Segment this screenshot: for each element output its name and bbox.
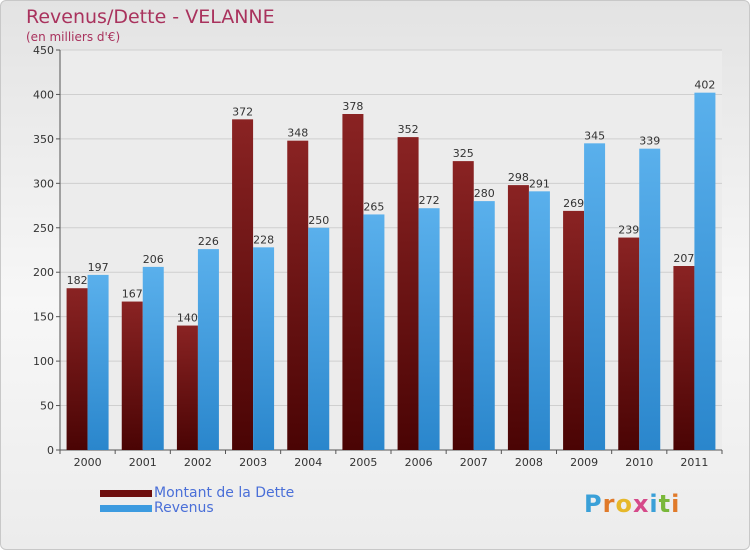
bar-dette — [176, 325, 198, 450]
data-label-revenus: 228 — [253, 233, 274, 246]
data-label-revenus: 250 — [308, 214, 329, 227]
bar-revenus — [142, 266, 164, 450]
legend-label-dette: Montant de la Dette — [154, 485, 295, 501]
bar-dette — [452, 161, 474, 450]
y-tick-label: 150 — [33, 311, 54, 324]
data-label-dette: 298 — [508, 171, 529, 184]
bar-dette — [232, 119, 254, 450]
legend-swatch-revenus — [100, 505, 152, 512]
y-tick-label: 400 — [33, 88, 54, 101]
logo-letter: t — [658, 490, 672, 518]
y-tick-label: 350 — [33, 133, 54, 146]
y-tick-label: 450 — [33, 44, 54, 57]
data-label-revenus: 339 — [639, 135, 660, 148]
bar-dette — [618, 237, 640, 450]
data-label-revenus: 226 — [198, 235, 219, 248]
bar-dette — [397, 137, 419, 450]
y-tick-label: 200 — [33, 266, 54, 279]
bar-revenus — [694, 92, 716, 451]
logo-letter: o — [615, 490, 633, 518]
x-tick-label: 2010 — [625, 456, 653, 469]
data-label-dette: 348 — [287, 127, 308, 140]
x-tick-label: 2009 — [570, 456, 598, 469]
logo-letter: x — [632, 490, 650, 518]
bar-revenus — [87, 274, 109, 450]
bar-revenus — [197, 249, 219, 450]
legend-label-revenus: Revenus — [154, 500, 214, 516]
x-tick-label: 2008 — [515, 456, 543, 469]
logo-letter: i — [671, 490, 681, 518]
bar-dette — [121, 301, 143, 450]
data-label-revenus: 265 — [363, 200, 384, 213]
bar-revenus — [363, 214, 385, 450]
chart-title: Revenus/Dette - VELANNE — [26, 6, 275, 28]
data-label-dette: 269 — [563, 197, 584, 210]
data-label-dette: 239 — [618, 224, 639, 237]
bar-dette — [507, 185, 529, 450]
data-label-dette: 372 — [232, 105, 253, 118]
bar-dette — [563, 210, 585, 450]
data-label-revenus: 206 — [143, 253, 164, 266]
bar-revenus — [473, 201, 495, 450]
data-label-revenus: 402 — [694, 79, 715, 92]
data-label-dette: 378 — [342, 100, 363, 113]
legend-swatch-dette — [100, 490, 152, 497]
y-tick-label: 50 — [40, 400, 54, 413]
data-label-dette: 167 — [122, 288, 143, 301]
bar-revenus — [253, 247, 275, 450]
bar-dette — [66, 288, 88, 450]
data-label-dette: 182 — [67, 274, 88, 287]
chart-subtitle: (en milliers d'€) — [26, 30, 121, 44]
data-label-dette: 207 — [673, 252, 694, 265]
bar-dette — [287, 140, 309, 450]
data-label-dette: 325 — [453, 147, 474, 160]
logo-letter: i — [649, 490, 659, 518]
data-label-revenus: 197 — [88, 261, 109, 274]
data-label-revenus: 345 — [584, 129, 605, 142]
y-tick-label: 100 — [33, 355, 54, 368]
data-label-revenus: 280 — [474, 187, 495, 200]
proxiti-logo: Proxiti — [584, 490, 680, 518]
y-tick-label: 250 — [33, 222, 54, 235]
x-tick-label: 2002 — [184, 456, 212, 469]
logo-letter: P — [584, 490, 603, 518]
logo-letter: r — [602, 490, 616, 518]
data-label-dette: 352 — [398, 123, 419, 136]
bar-revenus — [308, 227, 330, 450]
x-tick-label: 2004 — [294, 456, 322, 469]
data-label-revenus: 291 — [529, 177, 550, 190]
x-tick-label: 2005 — [349, 456, 377, 469]
plot-area — [60, 50, 722, 450]
bar-revenus — [584, 143, 606, 451]
x-tick-label: 2000 — [74, 456, 102, 469]
x-tick-label: 2001 — [129, 456, 157, 469]
y-tick-label: 0 — [47, 444, 54, 457]
bar-revenus — [639, 148, 661, 450]
bar-dette — [673, 266, 695, 450]
bar-revenus — [528, 191, 550, 451]
data-label-revenus: 272 — [419, 194, 440, 207]
bar-dette — [342, 114, 364, 450]
x-tick-label: 2006 — [405, 456, 433, 469]
x-tick-label: 2003 — [239, 456, 267, 469]
x-tick-label: 2011 — [680, 456, 708, 469]
y-tick-label: 300 — [33, 177, 54, 190]
bar-revenus — [418, 208, 440, 450]
x-tick-label: 2007 — [460, 456, 488, 469]
data-label-dette: 140 — [177, 312, 198, 325]
